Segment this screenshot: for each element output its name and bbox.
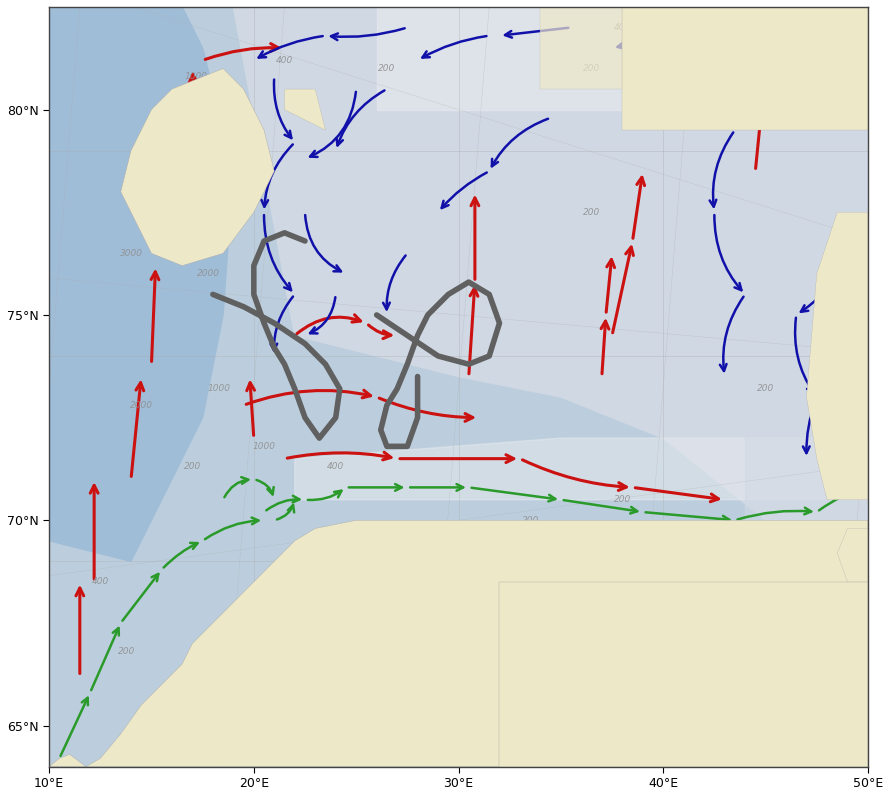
Polygon shape <box>806 212 868 500</box>
Polygon shape <box>49 7 868 767</box>
Text: 400: 400 <box>92 577 109 587</box>
Polygon shape <box>233 7 868 520</box>
Polygon shape <box>49 7 182 541</box>
Text: 200: 200 <box>583 208 600 217</box>
Text: 400: 400 <box>276 56 293 65</box>
Polygon shape <box>540 7 622 89</box>
Text: 200: 200 <box>522 516 538 524</box>
Text: 200: 200 <box>757 384 774 394</box>
Polygon shape <box>49 7 233 561</box>
Text: 200: 200 <box>118 647 135 656</box>
Polygon shape <box>295 438 868 500</box>
Polygon shape <box>49 7 142 520</box>
Text: 3000: 3000 <box>119 249 142 258</box>
Text: 1000: 1000 <box>207 384 231 394</box>
Text: 200: 200 <box>614 495 631 505</box>
Text: 200: 200 <box>378 64 395 73</box>
Polygon shape <box>499 582 868 767</box>
Text: 200: 200 <box>183 462 201 471</box>
Polygon shape <box>837 528 868 582</box>
Text: 200: 200 <box>583 64 600 73</box>
Polygon shape <box>622 7 868 130</box>
Text: 2000: 2000 <box>198 269 221 278</box>
Text: 400: 400 <box>614 23 631 32</box>
Text: 400: 400 <box>327 462 344 471</box>
Text: 1000: 1000 <box>185 73 208 81</box>
Text: 2000: 2000 <box>130 401 153 410</box>
Text: 1000: 1000 <box>253 442 276 451</box>
Text: 200: 200 <box>603 701 620 709</box>
Polygon shape <box>121 69 274 265</box>
Polygon shape <box>49 520 868 767</box>
Polygon shape <box>285 89 326 130</box>
Polygon shape <box>745 274 868 520</box>
Polygon shape <box>376 7 663 110</box>
